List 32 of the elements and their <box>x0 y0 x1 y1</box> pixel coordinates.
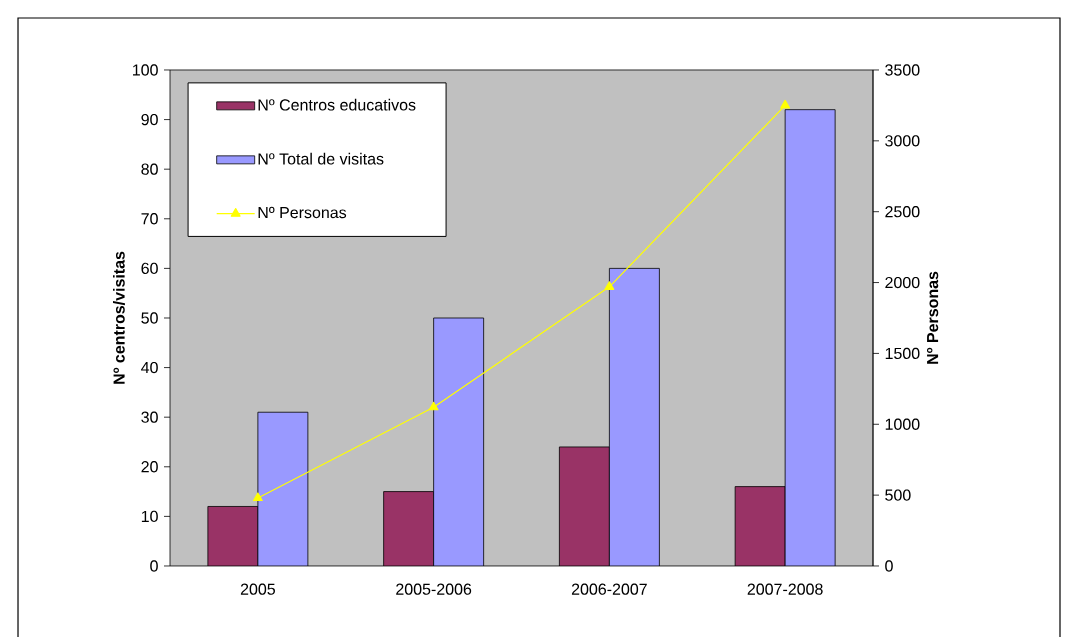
y-axis-title: Nº centros/visitas <box>113 251 125 384</box>
point <box>780 99 791 109</box>
y2-tick-label: 0 <box>885 560 893 572</box>
y2-tick-label: 500 <box>885 489 911 501</box>
y-tick-label: 50 <box>141 312 158 324</box>
legend-label: Nº Centros educativos <box>258 98 416 111</box>
y2-tick-label: 2000 <box>885 276 920 289</box>
y2-tick-label: 1000 <box>885 418 920 430</box>
y-tick-label: 40 <box>141 361 158 374</box>
y-tick-label: 20 <box>141 461 158 473</box>
y2-tick-label: 3500 <box>885 64 920 76</box>
y2-tick-label: 3000 <box>885 135 920 147</box>
y-tick-label: 30 <box>141 411 158 423</box>
y-tick-label: 10 <box>141 510 158 523</box>
y2-tick-label: 1500 <box>885 347 920 360</box>
y-tick-label: 70 <box>141 213 158 225</box>
y-tick-label: 90 <box>141 113 158 126</box>
y-tick-label: 80 <box>141 163 158 175</box>
y2-tick-label: 2500 <box>885 206 920 218</box>
x-tick-label: 2007-2008 <box>747 583 823 595</box>
y-tick-label: 0 <box>150 560 158 572</box>
x-tick-label: 2005 <box>240 583 276 595</box>
y-tick-label: 60 <box>141 262 158 275</box>
point <box>428 401 439 411</box>
legend-label: Nº Personas <box>258 206 347 219</box>
y-tick-label: 100 <box>133 64 158 76</box>
point <box>604 281 615 290</box>
legend-label: Nº Total de visitas <box>258 152 384 165</box>
x-tick-label: 2006-2007 <box>571 583 647 595</box>
point <box>252 492 263 502</box>
y2-axis-title: Nº Personas <box>926 271 939 364</box>
x-tick-label: 2005-2006 <box>396 583 472 595</box>
